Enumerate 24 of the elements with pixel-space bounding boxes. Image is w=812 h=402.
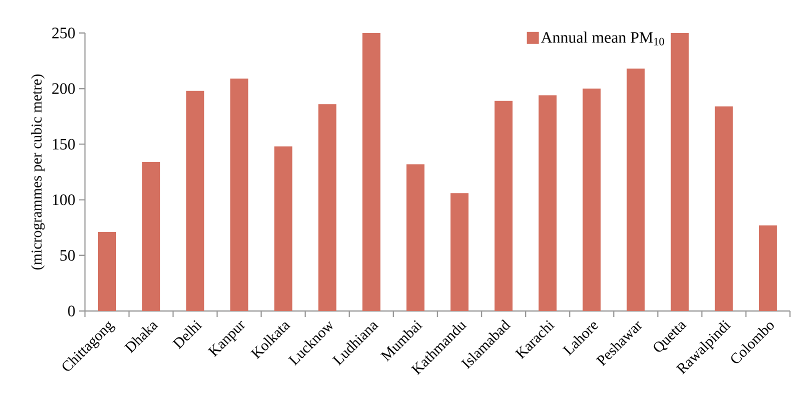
y-tick-label: 150 [52,138,75,150]
y-tick-label: 200 [52,83,75,94]
bar [670,32,689,311]
bar [450,193,469,311]
y-tick-label: 250 [52,28,75,38]
y-axis-title: (microgrammes per cubic metre) [31,74,45,270]
bar [186,90,204,311]
bar [274,146,292,311]
bar [318,104,336,311]
bar [142,162,160,311]
y-tick-label: 0 [68,306,75,316]
bar [538,95,557,311]
y-tick-label: 50 [60,250,75,261]
bar [98,232,116,311]
bar [230,78,248,311]
bar [758,225,777,311]
bar [626,68,645,311]
bar [406,164,424,311]
bar [362,32,380,311]
y-tick-label: 100 [52,194,75,206]
bar [494,100,513,311]
bar [582,88,601,311]
legend-label: Annual mean PM$_{10}$ [540,32,664,46]
bar [714,106,733,311]
